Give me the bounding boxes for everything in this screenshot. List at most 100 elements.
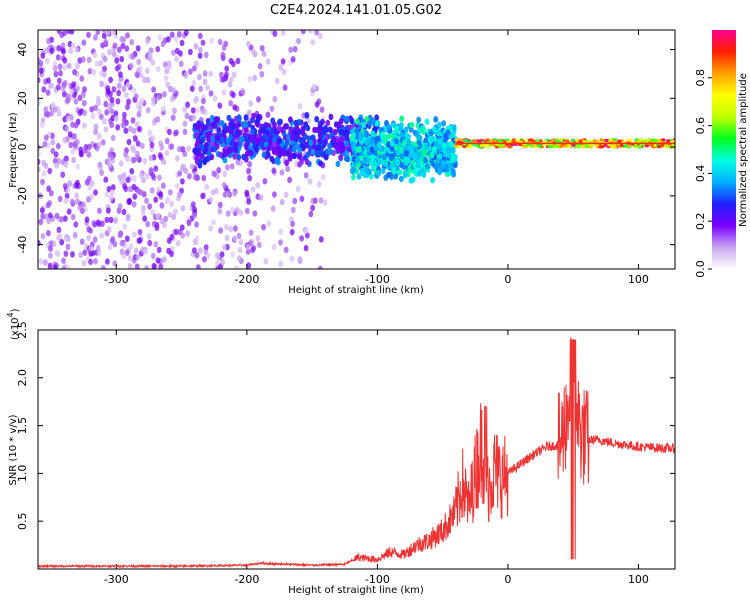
spectrogram-cell (191, 114, 197, 121)
spectrogram-cell (232, 235, 238, 242)
spectrogram-cell (356, 161, 361, 169)
spectrogram-cell (290, 220, 295, 228)
colorbar-tick-label: 0.0 (694, 260, 707, 278)
spectrogram-cell (351, 174, 356, 181)
spectrogram-cell (104, 191, 110, 198)
spectrogram-cell (86, 56, 92, 63)
spectrogram-cell (580, 144, 585, 148)
spectrogram-cell (203, 244, 209, 251)
spectrogram-cell (158, 263, 164, 269)
spectrogram-cell (81, 122, 87, 129)
spectrogram-cell (511, 139, 516, 144)
spectrogram-cell (364, 166, 369, 173)
spectrogram-cell (287, 176, 292, 183)
spectrogram-cell (40, 213, 46, 220)
spectrogram-cell (128, 62, 134, 69)
spectrogram-cell (117, 174, 123, 181)
spectrogram-cell (303, 172, 309, 179)
spectrogram-cell (73, 122, 79, 129)
spectrogram-cell (344, 115, 350, 123)
spectrogram-cell (304, 158, 310, 166)
spectrogram-cell (308, 139, 314, 147)
spectrogram-cell (165, 81, 171, 88)
spectrogram-cell (197, 32, 203, 40)
spectrogram-cell (133, 247, 139, 254)
spectrogram-cell (135, 140, 141, 147)
spectrogram-cell (355, 146, 361, 153)
spectrogram-cell (144, 197, 149, 204)
spectrogram-cell (59, 216, 64, 223)
spectrogram-cell (38, 67, 44, 75)
spectrogram-cell (231, 91, 236, 99)
spectrogram-cell (71, 81, 77, 88)
spectrogram-cell (603, 143, 608, 147)
spectrogram-cell (142, 215, 148, 222)
spectrogram-cell (528, 138, 533, 142)
spectrogram-cell (296, 153, 302, 160)
spectrogram-cell (507, 145, 512, 149)
spectrogram-cell (281, 150, 287, 157)
spectrogram-cell (99, 169, 104, 177)
spectrogram-cell (197, 158, 203, 165)
spectrogram-cell (627, 138, 632, 142)
spectrogram-cell (666, 145, 672, 149)
spectrogram-cell (131, 183, 137, 191)
spectrogram-cell (289, 229, 295, 236)
spectrogram-cell (109, 154, 115, 161)
spectrogram-cell (171, 213, 177, 221)
spectrogram-cell (167, 211, 173, 219)
spectrogram-cell (438, 138, 443, 145)
spectrogram-cell (272, 191, 277, 198)
spectrogram-cell (114, 115, 119, 122)
snr-y-multiplier: (x104) (6, 308, 21, 340)
spectrogram-cell (278, 64, 283, 71)
spectrogram-cell (108, 216, 114, 224)
spectrogram-cell (354, 118, 360, 125)
spectrogram-x-tick-label: -100 (365, 273, 390, 286)
spectrogram-cell (255, 182, 261, 189)
spectrogram-cell (38, 158, 41, 165)
spectrogram-cell (589, 143, 594, 147)
spectrogram-cell (404, 150, 409, 157)
spectrogram-cell (78, 251, 84, 259)
spectrogram-cell (273, 149, 279, 156)
spectrogram-cell (180, 232, 186, 239)
spectrogram-cell (39, 121, 45, 128)
spectrogram-cell (177, 170, 183, 177)
spectrogram-cell (113, 110, 119, 117)
spectrogram-cell (245, 243, 251, 251)
spectrogram-cell (367, 120, 372, 127)
spectrogram-cell (121, 116, 127, 124)
spectrogram-cell (219, 71, 224, 79)
spectrogram-cell (256, 96, 261, 103)
spectrogram-cell (172, 107, 177, 115)
spectrogram-cell (574, 139, 580, 143)
spectrogram-cell (477, 139, 482, 143)
spectrogram-cell (146, 233, 152, 240)
spectrogram-cell (497, 139, 502, 143)
spectrogram-cell (203, 51, 209, 59)
spectrogram-cell (209, 37, 215, 44)
spectrogram-cell (183, 72, 189, 79)
spectrogram-cell (117, 46, 122, 53)
spectrogram-cell (86, 226, 92, 233)
spectrogram-cell (81, 39, 87, 46)
spectrogram-cell (68, 141, 74, 149)
spectrogram-cell (60, 85, 66, 93)
spectrogram-cell (65, 243, 71, 251)
spectrogram-cell (50, 147, 56, 155)
spectrogram-frame (37, 29, 676, 270)
spectrogram-cell (471, 139, 477, 143)
spectrogram-cell (292, 45, 298, 53)
spectrogram-cell (114, 65, 120, 72)
spectrogram-cell (423, 157, 428, 164)
spectrogram-cell (433, 116, 439, 123)
snr-series-line (38, 337, 675, 569)
snr-x-tick-label: 0 (504, 573, 511, 586)
spectrogram-cell (71, 156, 76, 164)
spectrogram-cell (104, 109, 110, 116)
spectrogram-cell (163, 215, 169, 223)
spectrogram-cell (130, 117, 136, 124)
spectrogram-cell (38, 218, 44, 226)
spectrogram-cell (41, 170, 47, 177)
